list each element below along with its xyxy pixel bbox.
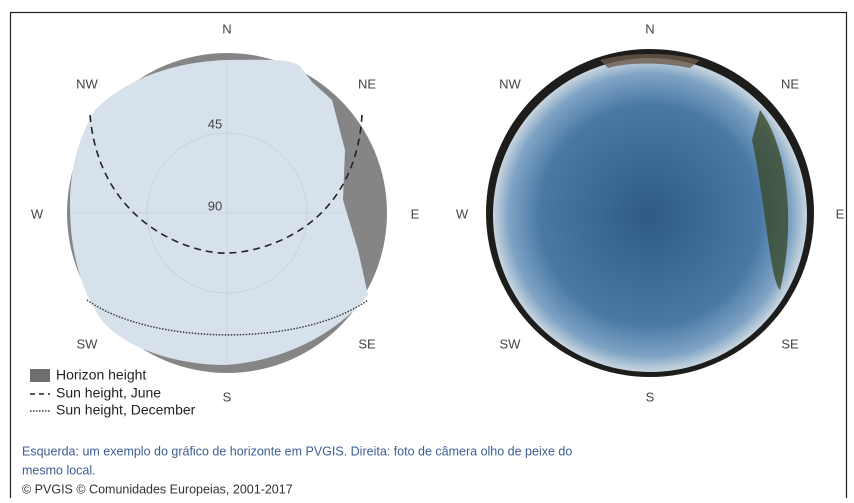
copyright: © PVGIS © Comunidades Europeias, 2001-20… (22, 482, 293, 496)
legend-label: Sun height, June (56, 385, 161, 401)
legend-label: Horizon height (56, 367, 146, 383)
compass-label: SW (500, 336, 522, 351)
compass-label: NW (76, 76, 98, 91)
compass-label: SW (77, 336, 99, 351)
compass-label: SE (781, 336, 799, 351)
photo-buildings (600, 54, 700, 68)
compass-label: W (456, 206, 469, 221)
sun-december (86, 299, 369, 336)
compass-label: S (223, 389, 232, 404)
compass-label: E (411, 206, 420, 221)
compass-label: E (836, 206, 845, 221)
compass-label: NW (499, 76, 521, 91)
radial-label: 90 (208, 198, 222, 213)
caption: mesmo local. (22, 463, 96, 477)
radial-label: 45 (208, 116, 222, 131)
caption: Esquerda: um exemplo do gráfico de horiz… (22, 444, 572, 458)
photo-trees (752, 110, 789, 290)
compass-label: SE (358, 336, 376, 351)
compass-label: S (646, 389, 655, 404)
legend-label: Sun height, December (56, 402, 196, 418)
sun-june (89, 114, 363, 254)
compass-label: NE (781, 76, 799, 91)
compass-label: W (31, 206, 44, 221)
compass-label: N (222, 21, 231, 36)
legend-swatch (30, 369, 50, 382)
compass-label: NE (358, 76, 376, 91)
compass-label: N (645, 21, 654, 36)
photo-sky (493, 58, 807, 372)
sky-region (70, 59, 368, 366)
